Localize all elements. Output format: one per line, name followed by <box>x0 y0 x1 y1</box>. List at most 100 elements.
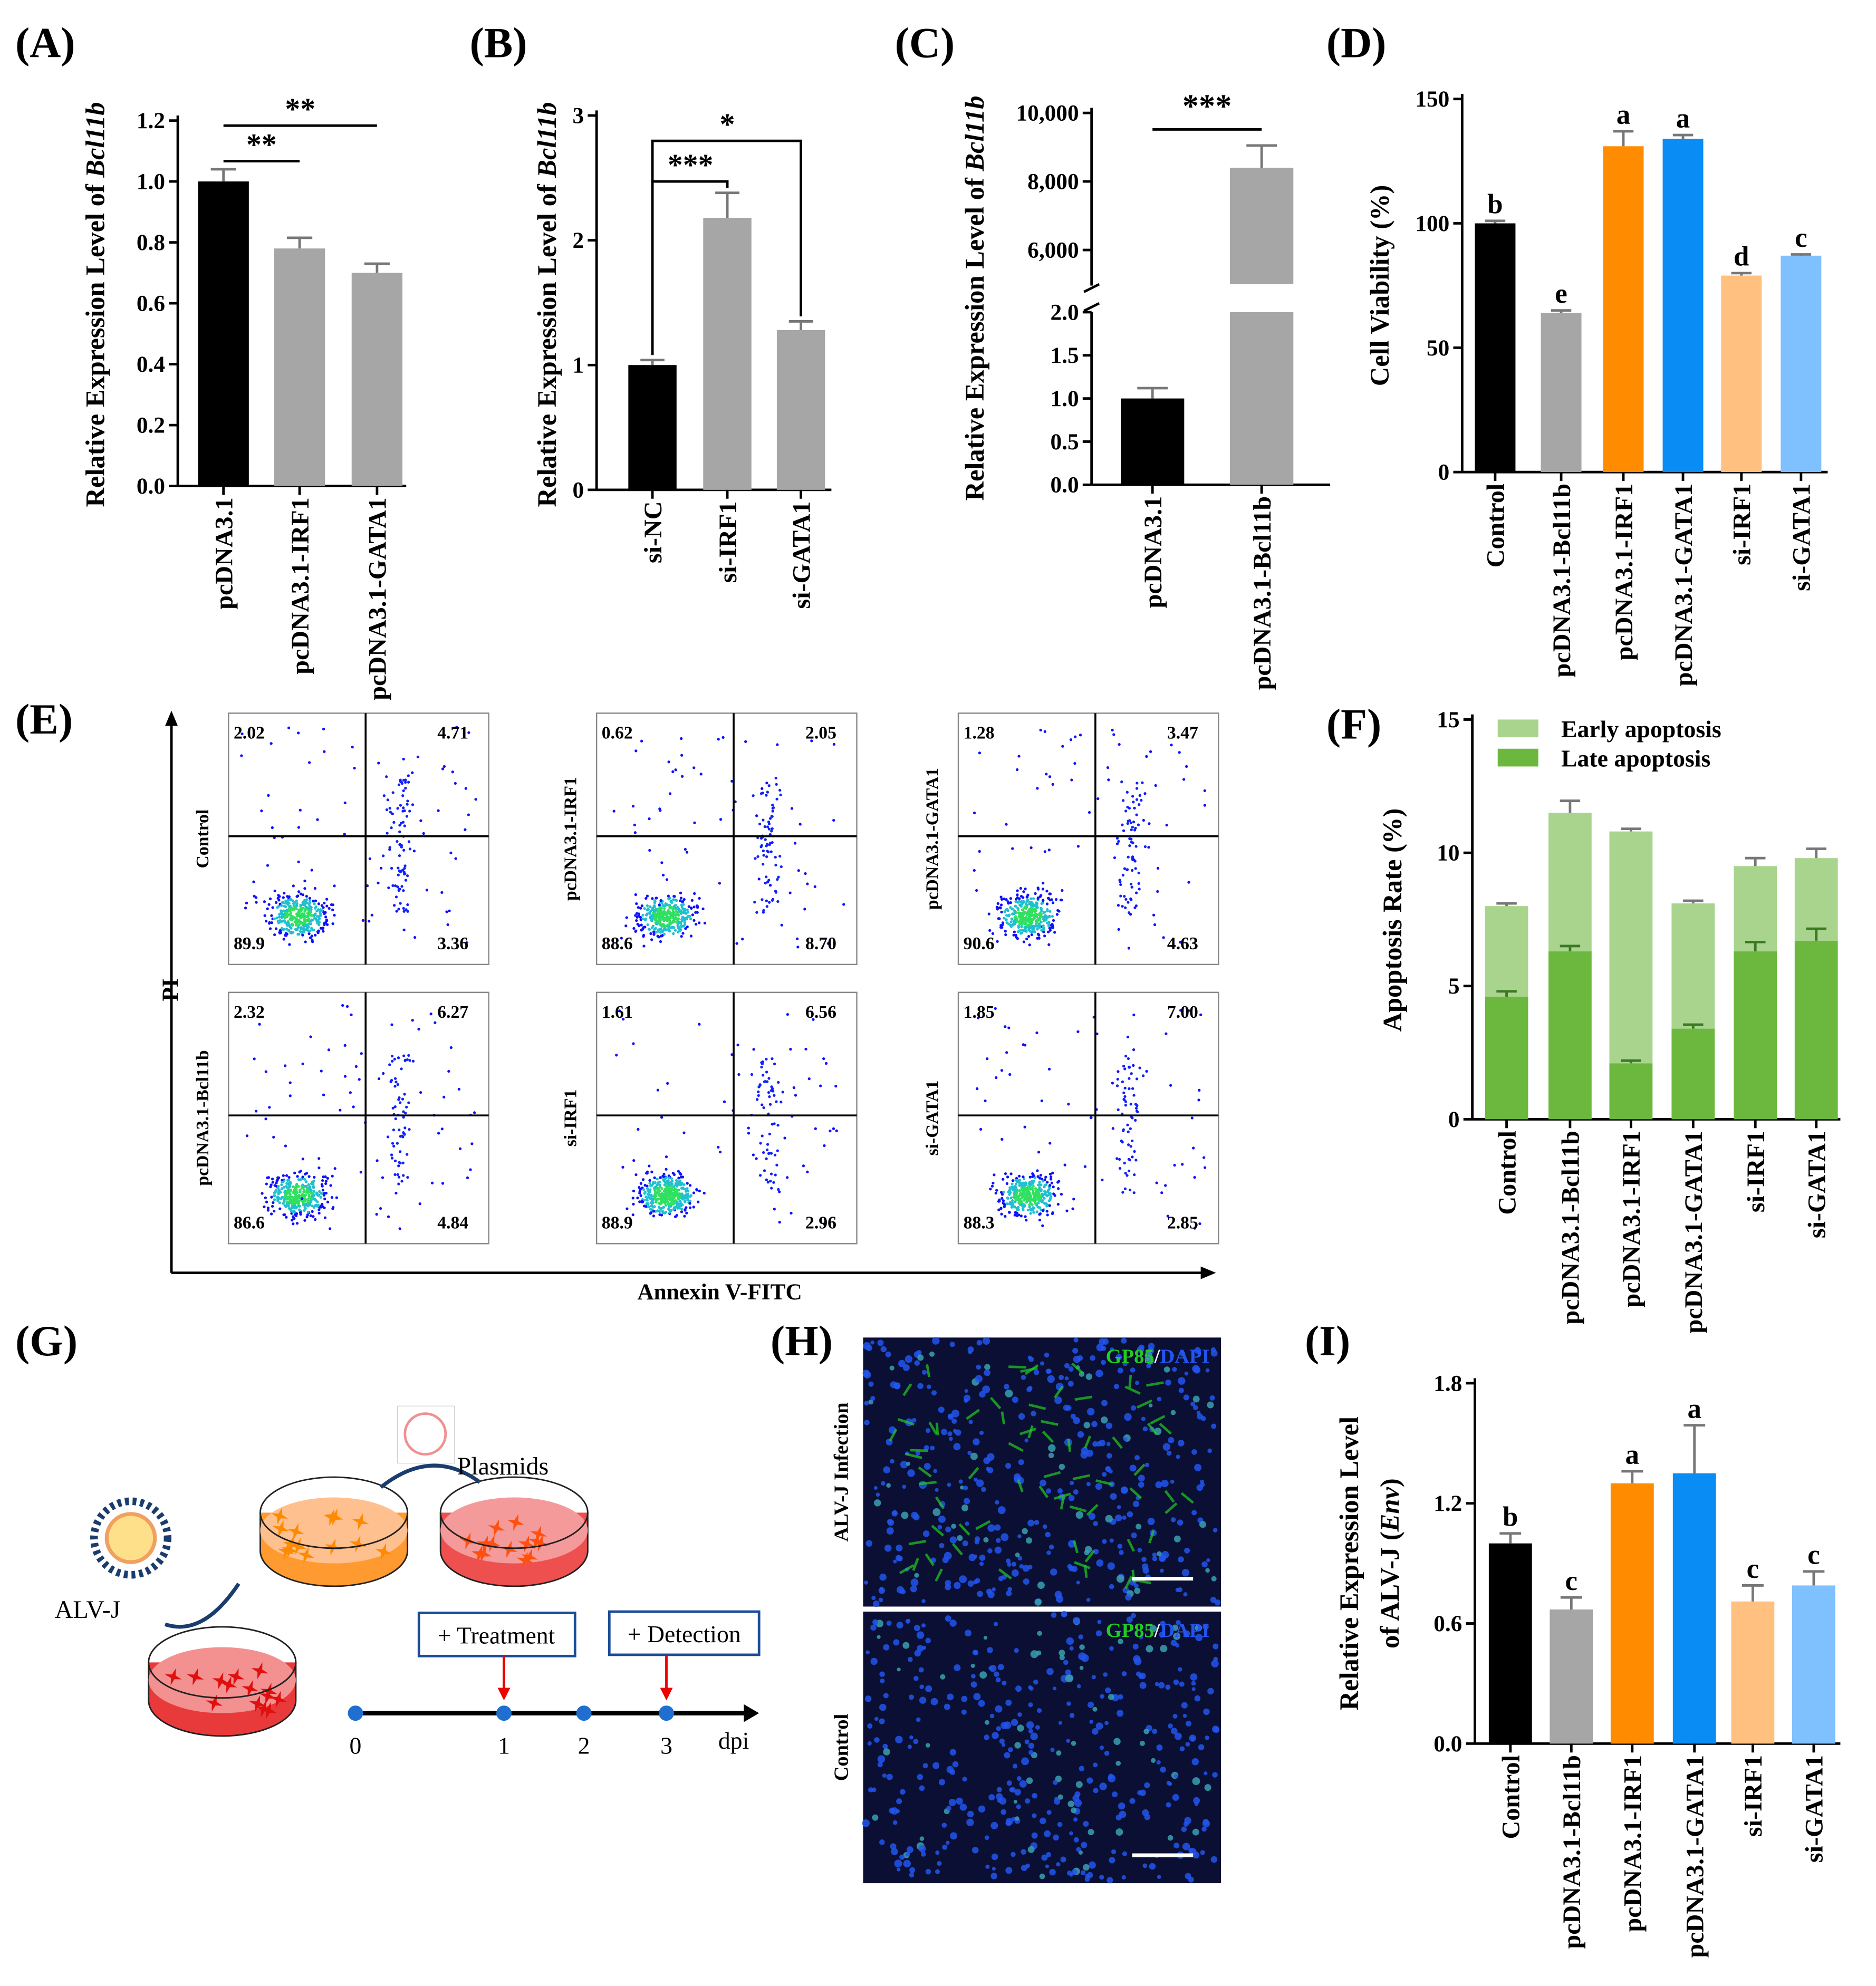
nucleus <box>878 1597 883 1603</box>
nucleus <box>994 1524 1001 1531</box>
flow-dot <box>1190 1116 1194 1120</box>
flow-dot <box>1011 1182 1014 1185</box>
nucleus <box>894 1859 902 1868</box>
timeline-label: 0 <box>350 1732 362 1759</box>
nucleus <box>1115 1760 1121 1766</box>
nucleus <box>1073 1416 1080 1424</box>
stain-label-part: DAPI <box>1160 1619 1209 1642</box>
nucleus <box>864 1580 868 1585</box>
nucleus <box>902 1642 910 1649</box>
nucleus <box>1073 1337 1079 1343</box>
flow-dot <box>794 1094 797 1097</box>
flow-dot <box>389 811 392 814</box>
flow-dot <box>290 923 294 927</box>
flow-dot <box>1135 798 1139 801</box>
flow-dot <box>307 929 310 933</box>
flow-dot <box>650 1211 653 1214</box>
flow-dot <box>240 732 244 736</box>
flow-dot <box>652 1210 656 1213</box>
flow-dot <box>622 1017 625 1021</box>
flow-dot <box>1036 787 1039 790</box>
flow-dot <box>287 1186 290 1189</box>
flow-dot <box>266 907 269 910</box>
nucleus <box>1117 1367 1123 1374</box>
nucleus <box>947 1693 954 1701</box>
flow-dot <box>1013 1185 1016 1188</box>
plasmids-label: Plasmids <box>457 1452 549 1480</box>
cell-icon <box>271 1507 288 1525</box>
flow-dot <box>293 1171 296 1174</box>
flow-dot <box>1148 822 1151 825</box>
flow-dot <box>823 1144 826 1148</box>
flow-dot <box>690 907 693 910</box>
flow-dot <box>1060 1193 1063 1196</box>
nucleus <box>1100 1694 1104 1699</box>
nucleus <box>1081 1654 1089 1662</box>
flow-dot <box>399 1150 402 1153</box>
flow-dot <box>1025 905 1028 909</box>
nucleus <box>1184 1547 1190 1554</box>
y-tick-label: 1.2 <box>137 108 165 133</box>
flow-dot <box>266 1209 270 1212</box>
flow-dot <box>1015 898 1018 901</box>
nucleus <box>949 1619 957 1627</box>
flow-dot <box>1019 1192 1022 1195</box>
flow-dot <box>1018 913 1021 917</box>
flow-dot <box>642 944 646 948</box>
flow-dot <box>1013 912 1016 915</box>
flow-dot <box>641 913 644 917</box>
flow-dot <box>664 902 667 905</box>
flow-dot <box>765 1057 768 1061</box>
nucleus <box>1045 1531 1051 1538</box>
flow-dot <box>310 934 314 938</box>
flow-dot <box>287 1176 291 1179</box>
panel-label-G: (G) <box>15 1317 78 1365</box>
flow-dot <box>1179 1009 1182 1012</box>
flow-dot <box>304 908 307 911</box>
flow-dot <box>1044 1175 1047 1179</box>
flow-dot <box>646 904 649 908</box>
flow-dot <box>1054 898 1058 901</box>
nucleus <box>1149 1863 1156 1870</box>
flow-dot <box>756 855 759 858</box>
flow-dot <box>274 1189 277 1192</box>
flow-dot <box>1005 918 1008 921</box>
flow-dot <box>1138 888 1141 891</box>
flow-dot <box>1070 778 1073 782</box>
nucleus <box>1185 1742 1190 1747</box>
flow-dot <box>300 927 304 930</box>
nucleus <box>1041 1854 1048 1861</box>
timeline-point <box>576 1705 592 1721</box>
flow-dot <box>1137 823 1140 826</box>
flow-dot <box>397 908 400 911</box>
gp85-signal <box>1159 1423 1172 1435</box>
flow-dot <box>276 896 280 900</box>
flow-plot-frame <box>228 991 489 1245</box>
flow-dot <box>643 918 647 922</box>
nucleus <box>873 1621 878 1625</box>
flow-dot <box>1023 1192 1026 1195</box>
flow-dot <box>996 908 999 911</box>
nucleus <box>1167 1835 1173 1841</box>
nucleus <box>1177 1519 1184 1526</box>
nucleus <box>996 1787 1002 1792</box>
stain-label: GP85/DAPI <box>1106 1345 1210 1367</box>
nucleus <box>1148 1343 1155 1349</box>
flow-dot <box>1121 799 1125 802</box>
nucleus <box>1005 1463 1012 1469</box>
gp85-signal <box>935 1496 945 1509</box>
nucleus <box>913 1739 919 1744</box>
flow-dot <box>333 913 336 917</box>
flow-dot <box>1037 1194 1041 1197</box>
flow-dot <box>309 1185 312 1189</box>
gp85-signal <box>908 1540 927 1546</box>
flow-dot <box>822 1222 826 1226</box>
flow-dot <box>1047 1067 1051 1071</box>
nucleus <box>1121 1337 1127 1344</box>
flow-dot <box>445 910 448 913</box>
flow-dot <box>659 931 662 934</box>
nucleus <box>1157 1396 1162 1402</box>
flow-dot <box>303 887 306 890</box>
nucleus <box>1013 1799 1017 1804</box>
flow-dot <box>296 932 300 936</box>
